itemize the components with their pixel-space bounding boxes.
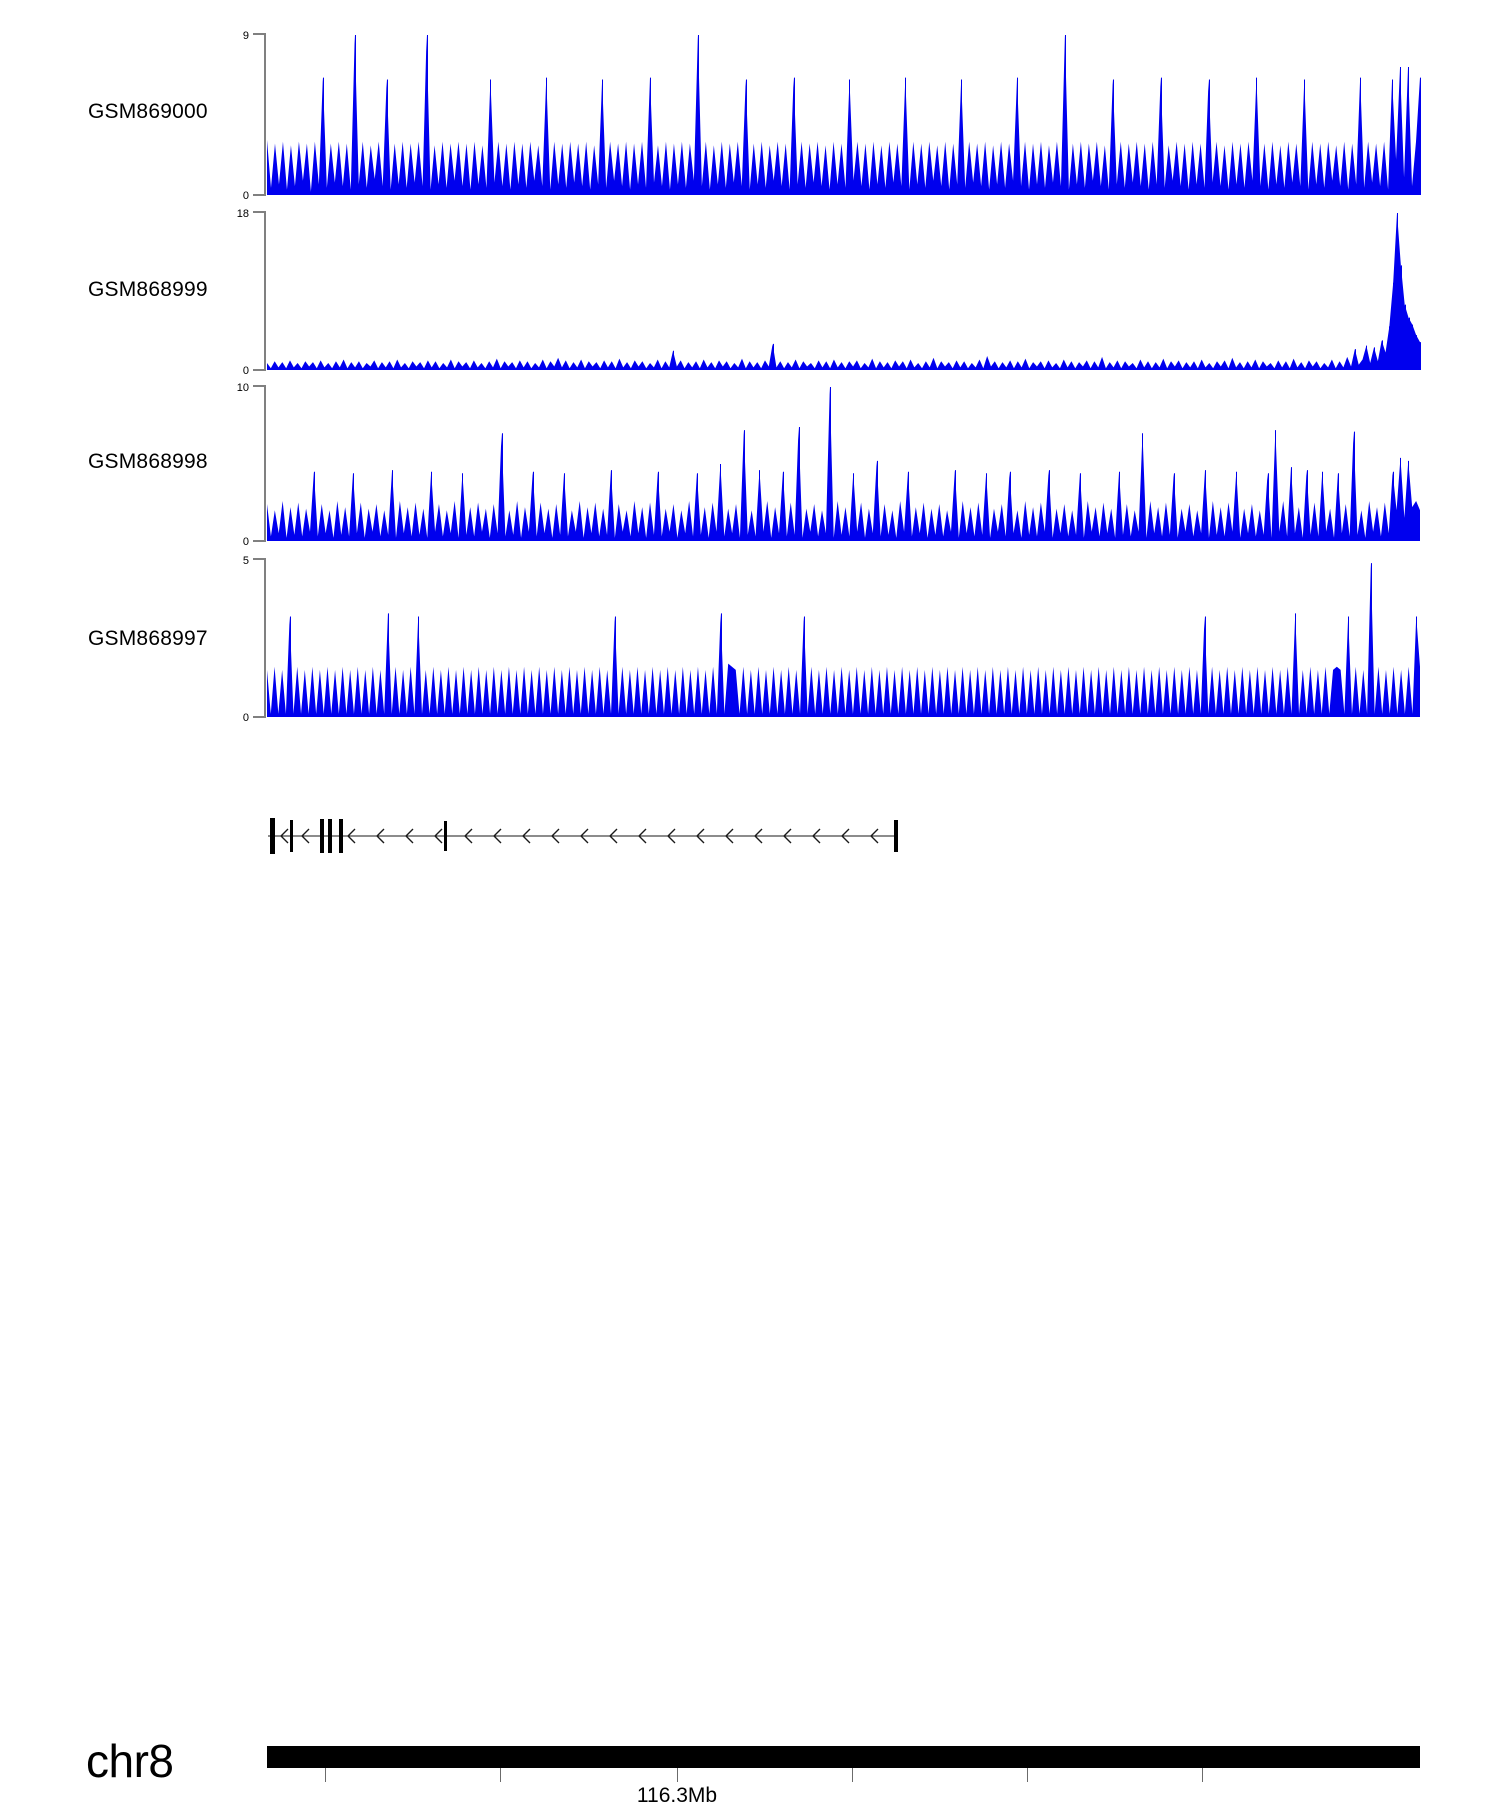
y-axis — [253, 33, 266, 196]
strand-arrow-icon — [870, 828, 879, 844]
track-label: GSM869000 — [88, 100, 208, 123]
strand-arrow-icon — [301, 828, 310, 844]
strand-arrow-icon — [638, 828, 647, 844]
track-plot: 50 — [243, 555, 1420, 724]
ruler-tick — [500, 1768, 501, 1782]
track-label: GSM868997 — [88, 627, 208, 650]
strand-arrow-icon — [667, 828, 676, 844]
ruler-tick — [677, 1768, 678, 1782]
track-gsm868999[interactable]: GSM868999 18 0 — [0, 208, 1500, 377]
gene-exon[interactable] — [290, 820, 293, 852]
gene-exon[interactable] — [328, 819, 332, 853]
track-label: GSM868998 — [88, 450, 208, 473]
ruler-tick — [1027, 1768, 1028, 1782]
y-axis — [253, 211, 266, 371]
ruler-tick — [325, 1768, 326, 1782]
gene-exon[interactable] — [339, 819, 343, 853]
strand-arrow-icon — [280, 828, 289, 844]
strand-arrow-icon — [754, 828, 763, 844]
ruler-position-label: 116.3Mb — [636, 1784, 718, 1807]
coverage-spikes — [314, 387, 1409, 541]
gene-exon[interactable] — [444, 821, 447, 851]
track-gsm868997[interactable]: GSM868997 5 0 — [0, 555, 1500, 724]
track-plot: 90 — [243, 30, 1421, 202]
track-plot: 18 0 — [237, 208, 1421, 377]
strand-arrow-icon — [812, 828, 821, 844]
track-gsm869000[interactable]: GSM869000 9 0 — [0, 30, 1500, 202]
ruler-tick — [1202, 1768, 1203, 1782]
y-axis-min-label: 0 — [243, 365, 249, 377]
y-axis-max-label: 9 — [243, 30, 249, 42]
strand-arrow-icon — [405, 828, 414, 844]
strand-arrow-icon — [551, 828, 560, 844]
strand-arrow-icon — [376, 828, 385, 844]
coverage-spikes — [290, 563, 1417, 717]
strand-arrow-icon — [696, 828, 705, 844]
gene-exon[interactable] — [270, 818, 275, 854]
strand-arrow-icon — [347, 828, 356, 844]
gene-exon[interactable] — [894, 820, 898, 852]
strand-arrow-icon — [725, 828, 734, 844]
y-axis — [253, 385, 266, 542]
y-axis-min-label: 0 — [243, 712, 249, 724]
chromosome-label: chr8 — [86, 1735, 174, 1787]
strand-arrow-icon — [783, 828, 792, 844]
genome-browser: GSM869000 9 0 GSM868999 18 0 GSM868998 10 0 GSM86… — [0, 30, 1500, 1807]
ideogram-track: chr8 116.3Mb — [0, 868, 1500, 1807]
ruler-tick — [852, 1768, 853, 1782]
gene-exon[interactable] — [320, 819, 324, 853]
coverage-area — [267, 213, 1420, 370]
y-axis-max-label: 5 — [243, 555, 249, 567]
chromosome-bar[interactable] — [267, 1746, 1420, 1768]
y-axis-min-label: 0 — [243, 190, 249, 202]
coverage-area — [267, 563, 1420, 717]
track-label: GSM868999 — [88, 278, 208, 301]
coverage-area — [267, 35, 1420, 195]
strand-arrow-icon — [434, 828, 443, 844]
strand-arrow-icon — [609, 828, 618, 844]
y-axis-min-label: 0 — [243, 536, 249, 548]
gene-model-svg[interactable] — [0, 800, 1500, 880]
y-axis — [253, 558, 266, 718]
y-axis-max-label: 18 — [237, 208, 249, 220]
gene-model-track[interactable] — [0, 800, 1500, 880]
strand-arrow-icon — [464, 828, 473, 844]
strand-arrow-icon — [580, 828, 589, 844]
track-gsm868998[interactable]: GSM868998 10 0 — [0, 382, 1500, 548]
coverage-spikes — [323, 35, 1421, 195]
strand-arrow-icon — [841, 828, 850, 844]
coverage-area — [267, 387, 1420, 541]
track-plot: 10 0 — [237, 382, 1420, 548]
strand-arrow-icon — [522, 828, 531, 844]
coverage-spikes — [673, 213, 1421, 370]
y-axis-max-label: 10 — [237, 382, 249, 394]
strand-arrow-icon — [493, 828, 502, 844]
